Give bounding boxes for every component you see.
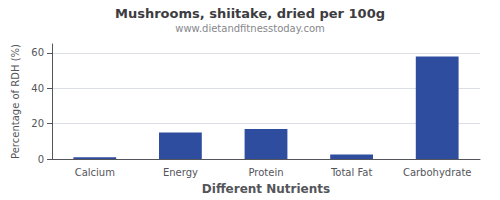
svg-text:40: 40 <box>31 83 44 94</box>
svg-text:Calcium: Calcium <box>75 167 115 178</box>
svg-text:Protein: Protein <box>248 167 283 178</box>
svg-text:Mushrooms, shiitake, dried per: Mushrooms, shiitake, dried per 100g <box>115 6 385 21</box>
svg-text:Energy: Energy <box>163 167 198 178</box>
svg-text:Total Fat: Total Fat <box>330 167 372 178</box>
svg-text:20: 20 <box>31 118 44 129</box>
svg-text:Carbohydrate: Carbohydrate <box>403 167 472 178</box>
svg-text:0: 0 <box>38 154 44 165</box>
svg-text:Percentage of RDH (%): Percentage of RDH (%) <box>10 44 21 159</box>
svg-text:60: 60 <box>31 47 44 58</box>
svg-text:www.dietandfitnesstoday.com: www.dietandfitnesstoday.com <box>175 23 324 34</box>
svg-text:Different Nutrients: Different Nutrients <box>202 182 330 196</box>
